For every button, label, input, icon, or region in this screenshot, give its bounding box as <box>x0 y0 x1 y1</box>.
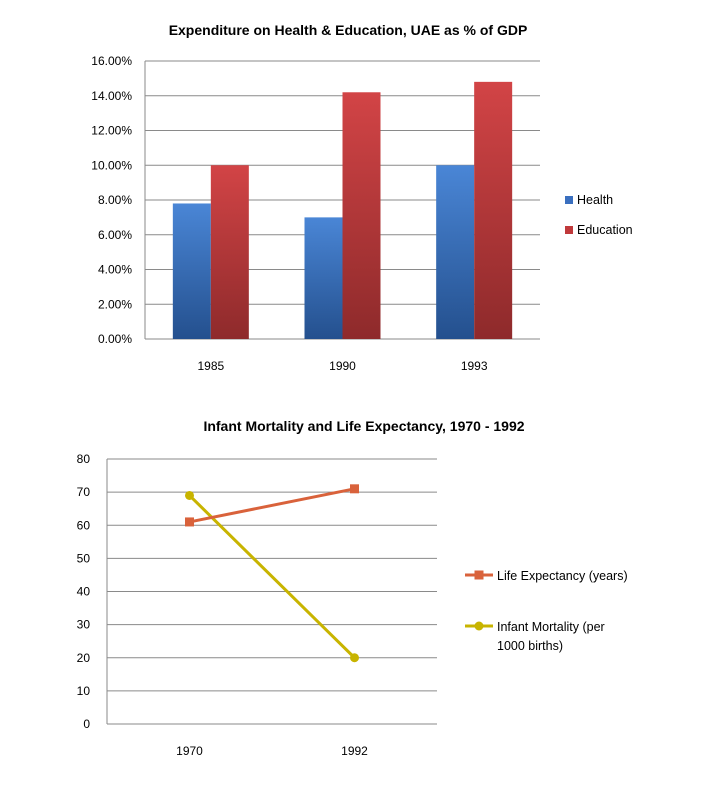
legend-swatch-health <box>565 196 573 204</box>
line-chart-legend: Life Expectancy (years) Infant Mortality … <box>465 569 628 653</box>
bar-chart-y-axis: 0.00% 2.00% 4.00% 6.00% 8.00% 10.00% 12.00% 14.… <box>91 54 132 346</box>
line-chart-series <box>185 484 359 663</box>
line-chart-y-tick-label: 0 <box>83 717 90 731</box>
bar-chart-x-axis: 1985 1990 1993 <box>197 359 487 373</box>
bar-chart-x-tick-label: 1990 <box>329 359 356 373</box>
legend-marker-infant-mortality <box>474 621 484 631</box>
line-chart-y-tick-label: 70 <box>77 485 91 499</box>
bar-chart-y-tick-label: 8.00% <box>98 193 132 207</box>
line-chart-x-tick-label: 1992 <box>341 744 368 758</box>
bar-chart-y-tick-label: 4.00% <box>98 263 132 277</box>
line-chart-y-tick-label: 50 <box>77 551 91 565</box>
bar-health-1990 <box>304 217 343 339</box>
infant-mortality-point-1992 <box>350 653 359 663</box>
bar-chart-y-tick-label: 10.00% <box>91 158 132 172</box>
bar-chart-y-tick-label: 6.00% <box>98 228 132 242</box>
bar-chart-bars <box>172 81 513 340</box>
line-chart-y-axis: 0 10 20 30 40 50 60 70 80 <box>77 452 91 731</box>
life-expectancy-point-1992 <box>350 484 359 494</box>
line-chart-mortality: Infant Mortality and Life Expectancy, 19… <box>77 418 628 758</box>
legend-swatch-education <box>565 226 573 234</box>
bar-health-1985 <box>172 203 211 339</box>
line-chart-y-tick-label: 60 <box>77 518 91 532</box>
bar-chart-x-tick-label: 1985 <box>197 359 224 373</box>
bar-education-1990 <box>342 92 381 340</box>
bar-education-1993 <box>474 81 513 339</box>
bar-chart-legend: Health Education <box>565 193 633 237</box>
legend-label-education: Education <box>577 223 633 237</box>
line-chart-x-tick-label: 1970 <box>176 744 203 758</box>
legend-marker-life-expectancy <box>474 570 484 580</box>
bar-chart-y-tick-label: 16.00% <box>91 54 132 68</box>
bar-health-1993 <box>436 165 475 339</box>
infant-mortality-point-1970 <box>185 490 194 500</box>
line-chart-y-tick-label: 40 <box>77 585 91 599</box>
life-expectancy-line <box>189 487 355 524</box>
line-chart-y-tick-label: 20 <box>77 651 91 665</box>
bar-education-1985 <box>210 165 249 339</box>
bar-chart-y-tick-label: 12.00% <box>91 124 132 138</box>
bar-chart-y-tick-label: 2.00% <box>98 297 132 311</box>
legend-label-infant-mortality: Infant Mortality (per <box>497 620 605 634</box>
bar-chart-x-tick-label: 1993 <box>461 359 488 373</box>
life-expectancy-point-1970 <box>185 517 194 527</box>
line-chart-y-tick-label: 10 <box>77 684 91 698</box>
bar-chart-expenditure: Expenditure on Health & Education, UAE a… <box>91 22 632 373</box>
line-chart-title: Infant Mortality and Life Expectancy, 19… <box>203 418 524 434</box>
legend-label-health: Health <box>577 193 613 207</box>
infant-mortality-line <box>188 494 356 659</box>
line-chart-gridlines <box>106 458 437 725</box>
legend-label-infant-mortality: 1000 births) <box>497 639 563 653</box>
legend-label-life-expectancy: Life Expectancy (years) <box>497 569 628 583</box>
line-chart-y-tick-label: 30 <box>77 618 91 632</box>
bar-chart-y-tick-label: 0.00% <box>98 332 132 346</box>
line-chart-x-axis: 1970 1992 <box>176 744 368 758</box>
bar-chart-y-tick-label: 14.00% <box>91 89 132 103</box>
bar-chart-title: Expenditure on Health & Education, UAE a… <box>169 22 528 38</box>
line-chart-y-tick-label: 80 <box>77 452 91 466</box>
